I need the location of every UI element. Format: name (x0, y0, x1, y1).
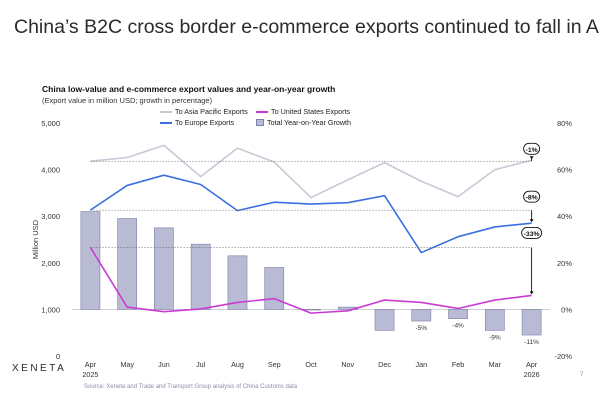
slide-title: China’s B2C cross border e-commerce expo… (14, 16, 600, 38)
y2-tick-label: 60% (557, 166, 572, 175)
growth-bar (80, 211, 101, 310)
x-tick-label: Feb (452, 360, 464, 369)
series-line (90, 144, 532, 199)
x-tick-label: Sep (268, 360, 281, 369)
legend-line-swatch (160, 121, 172, 124)
callout-arrow-head (529, 219, 534, 223)
y-tick-label: 1,000 (41, 305, 60, 314)
y-tick-label: 2,000 (41, 259, 60, 268)
growth-data-label: -9% (489, 334, 501, 341)
x-tick-year-label: 2025 (82, 370, 98, 379)
growth-data-label: -5% (416, 325, 428, 332)
chart-title: China low-value and e-commerce export va… (42, 84, 336, 94)
growth-bar (411, 309, 432, 322)
y-tick-label: 0 (56, 352, 60, 361)
brand-logo: XENETA (12, 363, 67, 374)
growth-data-label: -11% (524, 339, 539, 346)
y-tick-label: 5,000 (41, 119, 60, 128)
series-line (89, 174, 532, 254)
x-tick-label: Oct (305, 360, 316, 369)
x-tick-label: Aug (231, 360, 244, 369)
callout-pill (523, 190, 541, 203)
callout-label: -33% (524, 231, 540, 238)
y-axis-label: Million USD (31, 219, 40, 259)
series-line (89, 247, 532, 314)
x-tick-label: Jun (158, 360, 170, 369)
x-tick-label: Apr (526, 360, 538, 369)
y2-tick-label: 40% (557, 212, 572, 221)
legend-item-total-growth: Total Year-on-Year Growth (256, 118, 351, 127)
legend-item-asia-pacific: To Asia Pacific Exports (160, 107, 248, 116)
callout-arrow-head (529, 156, 534, 160)
y2-tick-label: -20% (554, 352, 572, 361)
callout-label: -8% (526, 195, 538, 202)
legend-label: To Europe Exports (175, 118, 235, 127)
legend-label: To United States Exports (271, 107, 351, 116)
x-tick-label: Mar (489, 360, 502, 369)
callout-pill (521, 226, 543, 239)
legend-label: To Asia Pacific Exports (175, 107, 248, 116)
callout-arrow-head (529, 291, 534, 295)
source-note: Source: Xeneta and Trade and Transport G… (84, 384, 298, 390)
legend-bar-swatch (256, 119, 264, 126)
growth-bar (154, 227, 174, 310)
x-tick-label: Nov (341, 360, 354, 369)
x-tick-label: Jan (416, 360, 428, 369)
legend-label: Total Year-on-Year Growth (267, 118, 352, 127)
growth-bar (227, 255, 248, 310)
growth-bar (521, 309, 542, 336)
legend-line-swatch (160, 110, 172, 113)
legend-item-europe: To Europe Exports (160, 118, 234, 127)
growth-bar (448, 309, 468, 320)
growth-bar (190, 243, 211, 310)
x-tick-label: Apr (85, 360, 97, 369)
legend-item-united-states: To United States Exports (256, 107, 350, 116)
y-tick-label: 3,000 (41, 212, 60, 221)
growth-bar (264, 267, 285, 310)
x-tick-label: May (120, 360, 134, 369)
y2-tick-label: 20% (557, 259, 572, 268)
y2-tick-label: 0% (561, 305, 572, 314)
x-tick-label: Dec (378, 360, 391, 369)
callout-label: -1% (526, 147, 538, 154)
growth-bar (374, 309, 395, 331)
page-number: 7 (580, 372, 584, 378)
y2-tick-label: 80% (557, 119, 572, 128)
x-tick-label: Jul (196, 360, 206, 369)
x-tick-year-label: 2026 (524, 370, 540, 379)
growth-data-label: -4% (452, 323, 464, 330)
growth-bar (117, 218, 138, 310)
growth-bar (484, 309, 505, 331)
y-tick-label: 4,000 (41, 166, 60, 175)
legend-line-swatch (256, 110, 268, 113)
callout-pill (523, 142, 541, 155)
chart-subtitle: (Export value in million USD; growth in … (42, 96, 213, 105)
